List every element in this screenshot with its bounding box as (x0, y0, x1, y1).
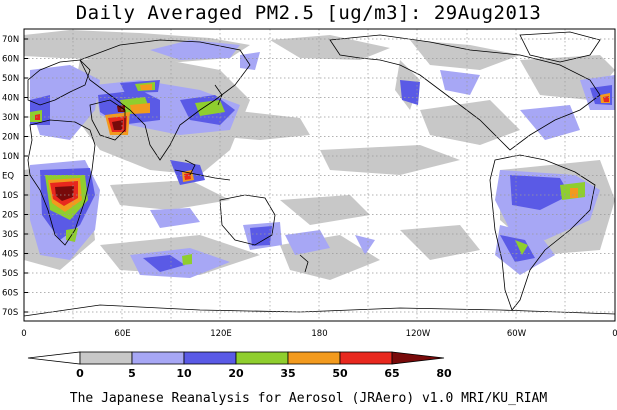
lat-label-20N: 20N (2, 133, 19, 143)
lat-label-60N: 60N (2, 55, 19, 65)
lon-label-120W: 120W (406, 329, 431, 339)
colorbar-segment-2 (131, 351, 185, 365)
colorbar-label-65: 65 (384, 367, 399, 380)
lat-label-30S: 30S (2, 230, 18, 240)
lat-label-EQ: EQ (2, 172, 14, 182)
map-title: Daily Averaged PM2.5 [ug/m3]: 29Aug2013 (75, 2, 542, 24)
colorbar-segment-0 (27, 351, 81, 365)
colorbar-segment-6 (339, 351, 393, 365)
lon-label-60W: 60W (507, 329, 527, 339)
lat-label-40S: 40S (2, 250, 18, 260)
colorbar-label-20: 20 (228, 367, 244, 380)
lat-label-10N: 10N (2, 152, 19, 162)
lat-label-50N: 50N (2, 74, 19, 84)
lon-label-60E: 60E (114, 329, 130, 339)
lon-label-0: 0 (21, 329, 26, 339)
latitude-labels: 70N 60N 50N 40N 30N 20N 10N EQ 10S 20S 30S 40S 50S 60… (2, 35, 28, 318)
colorbar-segment-last (391, 351, 445, 365)
longitude-labels: 0 60E 120E 180 120W 60W 0 (21, 329, 617, 339)
colorbar: 0 5 10 20 35 50 65 80 (27, 351, 452, 380)
graticule (24, 29, 615, 321)
lat-label-40N: 40N (2, 94, 19, 104)
footer-credit: The Japanese Reanalysis for Aerosol (JRA… (69, 391, 548, 406)
colorbar-label-0: 0 (76, 367, 84, 380)
colorbar-label-80: 80 (436, 367, 452, 380)
colorbar-label-5: 5 (128, 367, 136, 380)
lat-label-10S: 10S (2, 191, 18, 201)
lat-label-70S: 70S (2, 308, 18, 318)
colorbar-label-35: 35 (280, 367, 295, 380)
colorbar-segment-3 (183, 351, 237, 365)
colorbar-label-50: 50 (332, 367, 348, 380)
lat-label-20S: 20S (2, 211, 18, 221)
lat-label-50S: 50S (2, 269, 18, 279)
lon-label-0: 0 (612, 329, 617, 339)
lat-label-70N: 70N (2, 35, 19, 45)
lon-label-120E: 120E (210, 329, 232, 339)
concentration-field (24, 29, 615, 321)
colorbar-label-10: 10 (176, 367, 192, 380)
lat-label-30N: 30N (2, 113, 19, 123)
lat-label-60S: 60S (2, 289, 18, 299)
colorbar-segment-1 (79, 351, 133, 365)
colorbar-segment-4 (235, 351, 289, 365)
lon-label-180: 180 (311, 329, 327, 339)
colorbar-segment-5 (287, 351, 341, 365)
coastlines (24, 31, 615, 317)
